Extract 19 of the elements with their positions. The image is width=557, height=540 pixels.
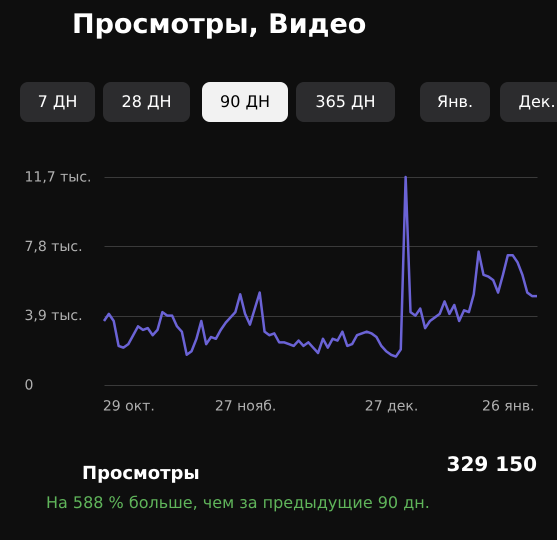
x-tick-label: 29 окт. bbox=[102, 398, 155, 414]
text: 28 ДН bbox=[122, 92, 172, 111]
text: 365 ДН bbox=[315, 92, 376, 111]
x-tick-label: 27 нояб. bbox=[214, 398, 276, 414]
y-tick-label: 3,9 тыс. bbox=[24, 308, 83, 324]
y-tick-label: 0 bbox=[24, 378, 34, 394]
text: Янв. bbox=[436, 92, 474, 111]
y-tick-label: 11,7 тыс. bbox=[24, 170, 92, 186]
text: 90 ДН bbox=[220, 92, 270, 111]
text: Просмотры bbox=[82, 463, 200, 484]
text: 7 ДН bbox=[38, 92, 78, 111]
x-tick-label: 26 янв. bbox=[482, 398, 535, 414]
y-tick-label: 7,8 тыс. bbox=[24, 238, 83, 255]
line-series bbox=[102, 176, 538, 358]
text: 329 150 bbox=[446, 452, 537, 476]
text: Дек. bbox=[518, 92, 556, 111]
chart-title: Просмотры, Видео bbox=[72, 9, 366, 40]
text: На 588 % больше, чем за предыдущие 90 дн. bbox=[46, 493, 430, 512]
x-tick-label: 27 дек. bbox=[364, 398, 418, 414]
